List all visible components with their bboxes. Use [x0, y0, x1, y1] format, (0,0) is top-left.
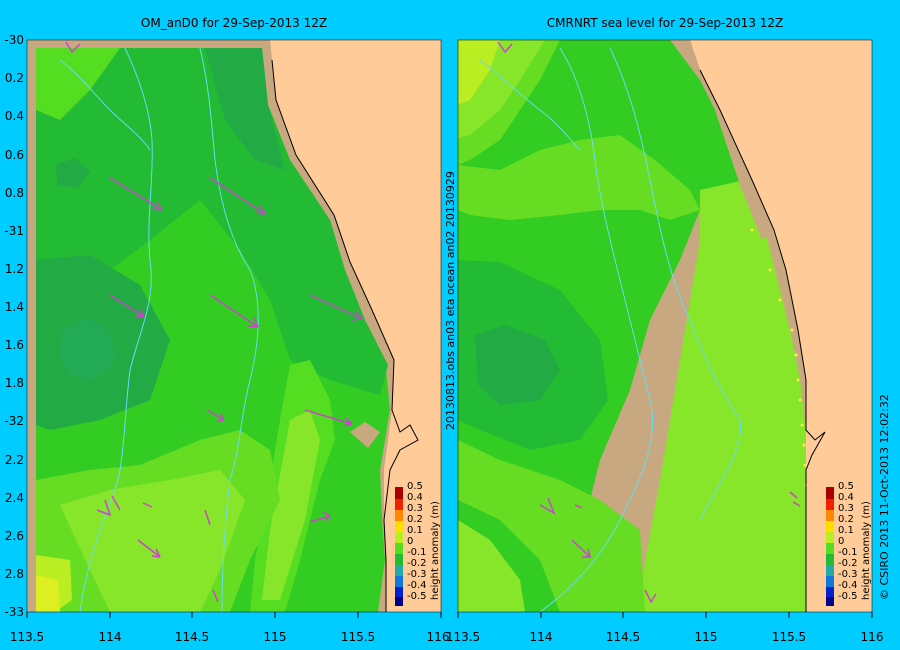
y-tick-label: 2.8	[4, 567, 24, 581]
colorbar-tick-label: -0.5	[407, 591, 427, 602]
colorbar-tick-label: -0.1	[838, 547, 858, 558]
x-tick-label: 116	[860, 630, 884, 644]
right-map-panel	[457, 39, 873, 613]
x-tick-label: 115	[263, 630, 287, 644]
left-colorbar	[395, 487, 403, 606]
right-colorbar	[826, 487, 834, 606]
colorbar-tick-label: -0.4	[838, 580, 858, 591]
colorbar-tick-label: 0.2	[838, 514, 854, 525]
colorbar-tick-label: 0.4	[407, 492, 423, 503]
colorbar-tick-label: 0.2	[407, 514, 423, 525]
right-colorbar-title: height anomaly (m)	[861, 501, 872, 600]
y-tick-label: 0.4	[4, 109, 24, 123]
colorbar-tick-label: 0.3	[407, 503, 423, 514]
x-tick-label: 114.5	[605, 630, 641, 644]
y-tick-label: 2.2	[4, 453, 24, 467]
colorbar-tick-label: -0.2	[838, 558, 858, 569]
y-tick-label: -32	[4, 414, 24, 428]
colorbar-tick-label: 0.1	[407, 525, 423, 536]
colorbar-tick-label: -0.4	[407, 580, 427, 591]
colorbar-tick-label: -0.3	[838, 569, 858, 580]
y-tick-label: 1.2	[4, 262, 24, 276]
colorbar-tick-label: 0.4	[838, 492, 854, 503]
x-tick-label: 115.5	[340, 630, 376, 644]
y-tick-label: -33	[4, 605, 24, 619]
x-tick-label: 116	[426, 630, 450, 644]
colorbar-tick-label: -0.2	[407, 558, 427, 569]
colorbar-tick-label: 0	[407, 536, 414, 547]
y-tick-label: 0.6	[4, 148, 24, 162]
y-tick-label: 1.8	[4, 376, 24, 390]
y-tick-label: -30	[4, 33, 24, 47]
x-tick-label: 113.5	[445, 630, 481, 644]
right-current-arrows	[497, 41, 801, 604]
left-current-arrows	[65, 41, 363, 603]
copyright-label: © CSIRO 2013 11-Oct-2013 12:02:32	[878, 394, 891, 600]
colorbar-tick-label: -0.3	[407, 569, 427, 580]
right-panel-title: CMRNRT sea level for 29-Sep-2013 12Z	[546, 16, 784, 30]
left-colorbar-title: height anomaly (m)	[430, 501, 441, 600]
x-tick-label: 115.5	[771, 630, 807, 644]
colorbar-tick-label: 0.5	[407, 481, 423, 492]
run-info-label: 20130813.obs an03 eta ocean an02 2013092…	[444, 171, 457, 430]
y-tick-label: 2.4	[4, 491, 24, 505]
y-tick-label: 0.8	[4, 186, 24, 200]
x-tick-label: 114.5	[174, 630, 210, 644]
x-tick-label: 114	[529, 630, 553, 644]
y-tick-label: -31	[4, 224, 24, 238]
y-tick-label: 2.6	[4, 529, 24, 543]
colorbar-tick-label: -0.5	[838, 591, 858, 602]
left-map-panel	[26, 39, 442, 613]
x-tick-label: 113.5	[9, 630, 45, 644]
y-tick-label: 0.2	[4, 71, 24, 85]
colorbar-tick-label: 0.3	[838, 503, 854, 514]
x-tick-label: 115	[694, 630, 718, 644]
colorbar-tick-label: -0.1	[407, 547, 427, 558]
x-tick-label: 114	[98, 630, 122, 644]
y-tick-label: 1.6	[4, 338, 24, 352]
colorbar-tick-label: 0	[838, 536, 845, 547]
colorbar-tick-label: 0.5	[838, 481, 854, 492]
left-panel-title: OM_anD0 for 29-Sep-2013 12Z	[140, 16, 328, 30]
axis-ticks	[26, 612, 873, 618]
y-tick-label: 1.4	[4, 300, 24, 314]
colorbar-tick-label: 0.1	[838, 525, 854, 536]
